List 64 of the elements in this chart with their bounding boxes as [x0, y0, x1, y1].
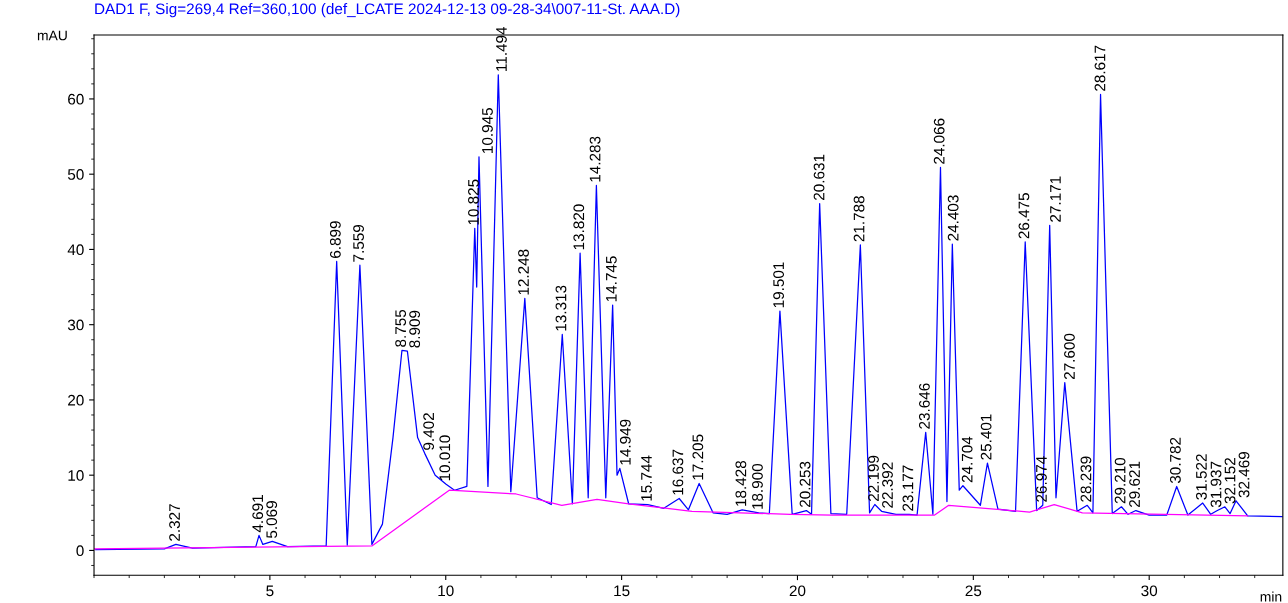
- annotation: 5.069: [266, 501, 278, 539]
- annotation: 31.937: [1210, 461, 1222, 508]
- y-tick-label: 0: [76, 545, 84, 557]
- annotation: 32.469: [1238, 451, 1250, 498]
- annotation: 23.177: [902, 465, 914, 511]
- annotation: 27.600: [1064, 333, 1075, 380]
- annotation: 25.401: [980, 414, 992, 460]
- annotation: 11.494: [496, 26, 507, 71]
- annotation: 6.899: [329, 221, 341, 258]
- annotation: 24.403: [947, 195, 959, 241]
- x-tick-label: 30: [1141, 585, 1158, 597]
- annotation: 7.559: [353, 224, 364, 262]
- annotation: 18.900: [752, 463, 763, 509]
- annotation: 14.949: [619, 419, 631, 465]
- annotation: 30.782: [1169, 437, 1181, 484]
- annotation: 21.788: [853, 196, 865, 242]
- annotation: 24.704: [961, 436, 973, 483]
- annotation: 9.402: [423, 413, 435, 450]
- annotation: 12.248: [518, 249, 529, 295]
- annotation: 15.744: [641, 455, 652, 501]
- annotation: 26.974: [1036, 456, 1047, 502]
- annotation: 31.522: [1196, 454, 1207, 500]
- y-tick-label: 40: [67, 244, 84, 256]
- annotation: 8.755: [395, 309, 407, 347]
- annotation: 17.205: [692, 434, 704, 480]
- annotation: 23.646: [918, 383, 930, 429]
- chart-title: DAD1 F, Sig=269,4 Ref=360,100 (def_LCATE 2024-12-13 09-28-34\007-11-St. AAA.D): [95, 3, 680, 18]
- annotation: 10.825: [468, 179, 479, 225]
- x-tick-label: 25: [965, 585, 982, 597]
- annotation: 8.909: [409, 310, 421, 348]
- y-tick-label: 50: [67, 169, 84, 180]
- y-tick-label: 60: [68, 93, 84, 105]
- annotation: 18.428: [735, 460, 747, 506]
- y-tick-label: 30: [67, 319, 84, 331]
- annotation: 28.239: [1080, 456, 1092, 502]
- x-tick-label: 20: [789, 585, 806, 597]
- annotation: 19.501: [773, 262, 785, 308]
- annotation: 29.621: [1129, 461, 1140, 507]
- annotation: 22.392: [882, 462, 893, 508]
- annotation: 20.631: [813, 154, 825, 200]
- y-tick-label: 20: [68, 394, 84, 406]
- annotation: 20.253: [799, 461, 811, 507]
- annotation: 28.617: [1094, 45, 1106, 91]
- x-tick-label: 5: [266, 585, 274, 597]
- x-tick-label: 10: [438, 585, 454, 597]
- y-axis-title: mAU: [37, 30, 67, 41]
- annotation: 22.199: [868, 455, 879, 501]
- annotation: 29.210: [1114, 457, 1126, 504]
- annotation: 16.637: [672, 449, 684, 495]
- x-tick-label: 15: [614, 585, 630, 597]
- annotation: 14.745: [606, 256, 617, 302]
- x-axis-title: min: [1260, 591, 1282, 602]
- annotation: 10.010: [439, 435, 451, 481]
- y-tick-label: 10: [68, 470, 84, 481]
- annotation: 32.152: [1224, 458, 1236, 504]
- annotation: 13.313: [555, 285, 567, 331]
- annotation: 14.283: [589, 136, 601, 182]
- annotation: 2.327: [169, 504, 180, 541]
- annotation: 4.691: [252, 495, 264, 533]
- annotation: 10.945: [482, 108, 493, 153]
- annotation: 13.820: [573, 204, 585, 250]
- annotation: 26.475: [1018, 193, 1030, 239]
- annotation: 24.066: [933, 118, 945, 164]
- annotation: 27.171: [1050, 176, 1061, 222]
